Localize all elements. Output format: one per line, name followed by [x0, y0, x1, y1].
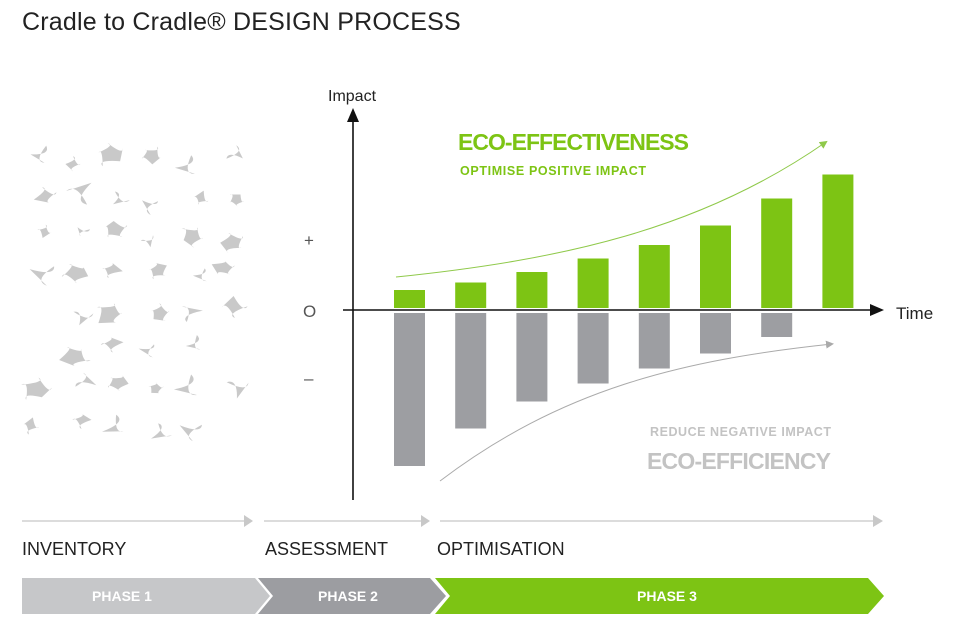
page-title: Cradle to Cradle® DESIGN PROCESS: [22, 8, 461, 36]
y-tick-minus: –: [304, 369, 314, 388]
inventory-shape: [66, 182, 92, 205]
eco-effectiveness-trend-arrow: [395, 140, 828, 278]
inventory-shape: [185, 335, 201, 350]
inventory-shape: [148, 382, 164, 394]
inventory-shape: [100, 337, 124, 353]
inventory-shape: [142, 200, 158, 216]
inventory-shape: [102, 414, 124, 432]
y-tick-plus: +: [304, 231, 314, 250]
inventory-shape: [21, 377, 52, 400]
negative-impact-bar-3: [516, 313, 548, 402]
positive-impact-bar-5: [638, 245, 670, 308]
inventory-shape: [193, 190, 209, 205]
negative-impact-bar-2: [455, 313, 487, 429]
eco-effectiveness-heading: ECO-EFFECTIVENESS: [458, 129, 689, 155]
inventory-shape: [149, 263, 167, 280]
inventory-shape: [226, 381, 249, 399]
stage-inventory: INVENTORY: [22, 539, 127, 559]
inventory-shape: [23, 417, 40, 435]
inventory-shape: [192, 268, 207, 282]
inventory-shape: [140, 235, 154, 248]
negative-impact-bar-1: [394, 313, 425, 466]
inventory-shape: [75, 372, 97, 387]
inventory-shape: [33, 187, 57, 203]
inventory-shape: [61, 264, 89, 284]
stage-optimisation: OPTIMISATION: [437, 539, 565, 559]
phase-1-chevron: [22, 578, 270, 614]
positive-impact-bar-2: [455, 282, 487, 308]
y-axis-label: Impact: [328, 88, 377, 105]
inventory-shape: [174, 155, 195, 174]
inventory-shape: [226, 145, 243, 159]
negative-impact-bar-6: [700, 313, 731, 354]
positive-impact-bar-6: [700, 225, 731, 308]
inventory-shape: [105, 221, 128, 238]
inventory-shape: [229, 194, 244, 207]
phase-3-chevron: [435, 578, 884, 614]
y-axis-arrow-icon: [347, 108, 359, 122]
reduce-subheading: REDUCE NEGATIVE IMPACT: [650, 425, 831, 439]
inventory-shape: [141, 146, 162, 165]
optimise-subheading: OPTIMISE POSITIVE IMPACT: [460, 164, 646, 178]
inventory-shape: [73, 311, 94, 326]
inventory-shape: [59, 347, 91, 367]
inventory-shape: [77, 227, 91, 237]
eco-efficiency-heading: ECO-EFFICIENCY: [647, 448, 831, 474]
negative-impact-bar-4: [577, 313, 609, 384]
inventory-shape: [211, 260, 235, 275]
phase-2-label: PHASE 2: [318, 588, 378, 604]
inventory-shape: [102, 262, 123, 279]
inventory-shape: [107, 374, 129, 391]
inventory-shape: [37, 224, 52, 238]
inventory-shape: [151, 303, 170, 321]
inventory-shape: [182, 306, 203, 322]
inventory-shape: [220, 233, 243, 254]
positive-impact-bar-4: [577, 258, 609, 308]
negative-impact-bar-5: [638, 313, 670, 369]
x-axis-arrow-icon: [870, 304, 884, 316]
positive-impact-bar-3: [516, 272, 548, 308]
inventory-shape: [65, 156, 81, 172]
inventory-shape: [113, 191, 130, 205]
phase-2-chevron: [258, 578, 446, 614]
negative-impact-bar-7: [761, 313, 793, 337]
inventory-shape: [138, 344, 155, 358]
inventory-shape: [30, 145, 48, 163]
stage-assessment: ASSESSMENT: [265, 539, 389, 559]
inventory-shape: [98, 143, 123, 167]
inventory-shape: [29, 266, 55, 286]
inventory-shape: [179, 424, 202, 442]
inventory-shape: [173, 374, 197, 396]
positive-impact-bar-7: [761, 198, 793, 308]
y-tick-zero: O: [303, 302, 316, 321]
phase-3-label: PHASE 3: [637, 588, 697, 604]
eco-efficiency-trend-arrow: [439, 340, 834, 482]
inventory-shape: [221, 296, 248, 318]
phase-1-label: PHASE 1: [92, 588, 152, 604]
inventory-shape: [72, 413, 92, 429]
positive-impact-bar-1: [394, 290, 425, 308]
inventory-shape: [181, 227, 204, 248]
x-axis-label: Time: [896, 304, 933, 323]
inventory-scatter-shapes: [21, 143, 249, 442]
inventory-shape: [97, 303, 122, 324]
positive-impact-bar-8: [822, 174, 854, 308]
inventory-shape: [151, 423, 172, 439]
